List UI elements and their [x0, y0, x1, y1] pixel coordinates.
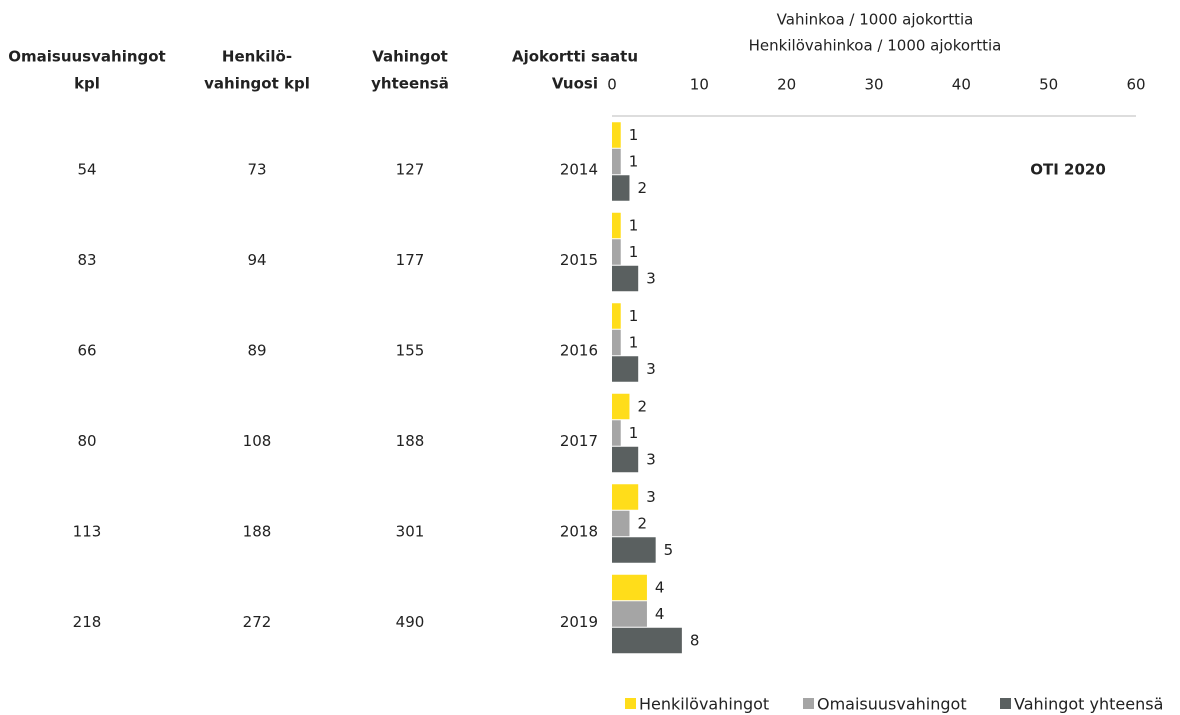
value-label: 3 — [646, 270, 656, 288]
table-cell: 89 — [247, 342, 266, 360]
bar — [612, 329, 621, 356]
bar — [612, 239, 621, 265]
table-cell: 83 — [77, 251, 96, 269]
column-header: vahingot kpl — [204, 75, 310, 93]
bar — [612, 303, 621, 329]
value-label: 2 — [637, 179, 647, 197]
bar — [612, 510, 630, 537]
y-tick-label: 2015 — [560, 251, 598, 269]
bar — [612, 601, 647, 627]
table-cell: 155 — [396, 342, 425, 360]
bar — [612, 574, 647, 601]
x-tick-label: 30 — [864, 76, 883, 94]
y-tick-label: 2017 — [560, 432, 598, 450]
legend-label: Henkilövahingot — [639, 695, 769, 714]
column-header: yhteensä — [371, 75, 449, 93]
table-cell: 113 — [73, 523, 102, 541]
bar — [612, 446, 639, 473]
value-label: 3 — [646, 451, 656, 469]
x-axis-title: Henkilövahinkoa / 1000 ajokorttia — [749, 37, 1002, 55]
table-cell: 272 — [243, 613, 272, 631]
x-tick-label: 50 — [1039, 76, 1058, 94]
value-label: 4 — [655, 605, 665, 623]
table-cell: 66 — [77, 342, 96, 360]
table-cell: 54 — [77, 161, 96, 179]
value-label: 1 — [629, 243, 639, 261]
table-cell: 301 — [396, 523, 425, 541]
bar — [612, 356, 639, 382]
column-header: Henkilö- — [222, 48, 292, 66]
y-tick-label: 2016 — [560, 342, 598, 360]
legend-swatch — [803, 698, 814, 709]
column-header: Vahingot — [372, 48, 448, 66]
bar — [612, 212, 621, 239]
value-label: 1 — [629, 424, 639, 442]
x-tick-label: 60 — [1126, 76, 1145, 94]
table-cell: 177 — [396, 251, 425, 269]
value-label: 8 — [690, 632, 700, 650]
bar — [612, 265, 639, 292]
x-axis-title: Vahinkoa / 1000 ajokorttia — [777, 11, 974, 29]
value-label: 2 — [637, 515, 647, 533]
value-label: 2 — [637, 398, 647, 416]
y-tick-label: 2018 — [560, 523, 598, 541]
value-label: 1 — [629, 153, 639, 171]
y-tick-label: 2014 — [560, 161, 598, 179]
bar — [612, 122, 621, 148]
x-tick-label: 20 — [777, 76, 796, 94]
table-cell: 94 — [247, 251, 266, 269]
bar — [612, 627, 682, 654]
value-label: 1 — [629, 126, 639, 144]
table-cell: 490 — [396, 613, 425, 631]
table-cell: 188 — [396, 432, 425, 450]
value-label: 1 — [629, 334, 639, 352]
x-tick-label: 10 — [690, 76, 709, 94]
table-cell: 188 — [243, 523, 272, 541]
legend-label: Vahingot yhteensä — [1014, 695, 1163, 714]
table-cell: 73 — [247, 161, 266, 179]
y-axis-title: Ajokortti saatu — [512, 48, 638, 66]
legend-swatch — [625, 698, 636, 709]
value-label: 1 — [629, 307, 639, 325]
column-header: kpl — [74, 75, 100, 93]
y-axis-title: Vuosi — [552, 75, 598, 93]
table-cell: 80 — [77, 432, 96, 450]
bar — [612, 175, 630, 201]
bar — [612, 537, 656, 563]
value-label: 3 — [646, 488, 656, 506]
legend-label: Omaisuusvahingot — [817, 695, 967, 714]
value-label: 3 — [646, 360, 656, 378]
y-tick-label: 2019 — [560, 613, 598, 631]
table-cell: 218 — [73, 613, 102, 631]
annotation: OTI 2020 — [1030, 161, 1106, 179]
legend-swatch — [1000, 698, 1011, 709]
x-tick-label: 40 — [952, 76, 971, 94]
column-header: Omaisuusvahingot — [8, 48, 165, 66]
bar — [612, 420, 621, 446]
value-label: 4 — [655, 579, 665, 597]
value-label: 5 — [664, 541, 674, 559]
bar — [612, 393, 630, 420]
table-cell: 108 — [243, 432, 272, 450]
value-label: 1 — [629, 217, 639, 235]
bar — [612, 484, 639, 510]
x-tick-label: 0 — [607, 76, 617, 94]
table-cell: 127 — [396, 161, 425, 179]
bar — [612, 148, 621, 175]
